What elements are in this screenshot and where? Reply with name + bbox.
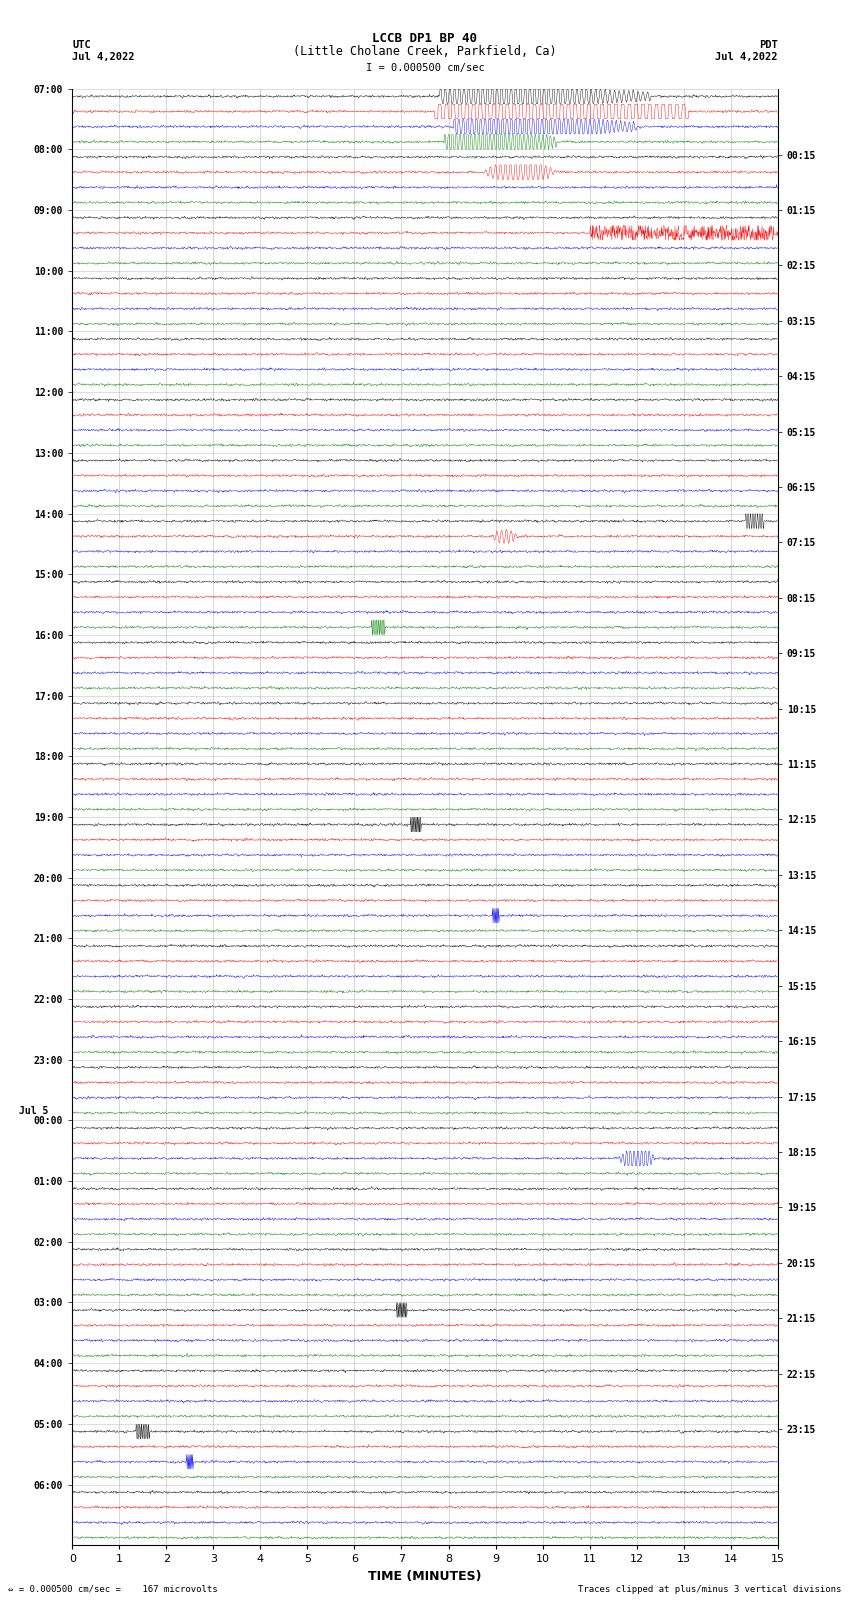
Text: ⇔ = 0.000500 cm/sec =    167 microvolts: ⇔ = 0.000500 cm/sec = 167 microvolts — [8, 1584, 218, 1594]
Text: LCCB DP1 BP 40: LCCB DP1 BP 40 — [372, 32, 478, 45]
Text: UTC: UTC — [72, 40, 91, 50]
Text: I = 0.000500 cm/sec: I = 0.000500 cm/sec — [366, 63, 484, 73]
Text: Jul 4,2022: Jul 4,2022 — [715, 52, 778, 61]
Text: Jul 5: Jul 5 — [20, 1107, 48, 1116]
Text: PDT: PDT — [759, 40, 778, 50]
Text: Jul 4,2022: Jul 4,2022 — [72, 52, 135, 61]
X-axis label: TIME (MINUTES): TIME (MINUTES) — [368, 1569, 482, 1582]
Text: 00:00: 00:00 — [20, 1124, 48, 1134]
Text: (Little Cholane Creek, Parkfield, Ca): (Little Cholane Creek, Parkfield, Ca) — [293, 45, 557, 58]
Text: Traces clipped at plus/minus 3 vertical divisions: Traces clipped at plus/minus 3 vertical … — [578, 1584, 842, 1594]
